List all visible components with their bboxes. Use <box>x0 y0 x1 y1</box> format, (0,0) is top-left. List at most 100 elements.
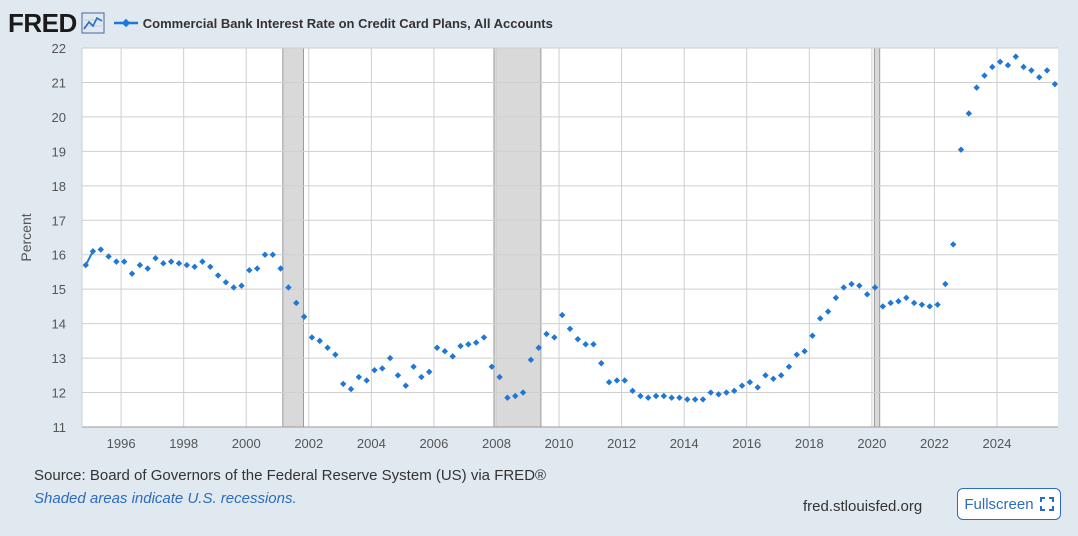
data-point <box>809 332 816 339</box>
data-point <box>645 394 652 401</box>
data-point <box>355 373 363 381</box>
data-point <box>926 303 933 310</box>
data-point <box>496 373 503 381</box>
data-point <box>293 299 300 307</box>
data-point <box>519 389 527 396</box>
data-point <box>308 334 316 341</box>
data-point <box>183 261 190 269</box>
data-point <box>777 372 785 379</box>
data-point <box>551 334 558 341</box>
y-tick-label: 21 <box>52 75 66 90</box>
data-point <box>895 298 902 305</box>
site-link[interactable]: fred.stlouisfed.org <box>803 498 923 515</box>
data-point <box>535 344 542 351</box>
data-point <box>426 368 433 376</box>
data-point <box>918 301 926 308</box>
data-point <box>472 339 480 346</box>
y-tick-label: 11 <box>53 420 67 435</box>
data-point <box>394 372 402 379</box>
y-tick-label: 12 <box>52 386 66 401</box>
data-point <box>97 246 104 253</box>
x-tick-label: 1996 <box>107 436 136 451</box>
data-point <box>1036 74 1043 81</box>
data-point <box>965 110 973 117</box>
chart-header: FRED Commercial Bank Interest Rate on Cr… <box>8 8 553 38</box>
data-point <box>793 351 800 358</box>
fullscreen-button[interactable]: Fullscreen <box>957 488 1061 520</box>
data-point <box>558 311 566 319</box>
source-text: Source: Board of Governors of the Federa… <box>34 467 547 484</box>
y-tick-label: 13 <box>52 351 66 366</box>
data-point <box>82 261 89 269</box>
data-point <box>668 394 675 401</box>
data-point <box>981 72 988 79</box>
data-point <box>934 301 941 308</box>
data-point <box>89 248 97 255</box>
y-tick-label: 17 <box>52 213 66 228</box>
data-point <box>261 251 269 258</box>
series-title: Commercial Bank Interest Rate on Credit … <box>142 15 553 31</box>
data-point <box>410 363 417 370</box>
data-point <box>1043 67 1051 74</box>
data-point <box>222 279 230 286</box>
y-tick-label: 14 <box>52 317 66 332</box>
data-point <box>863 291 871 298</box>
data-point <box>449 353 456 360</box>
data-point <box>676 394 683 401</box>
x-tick-label: 2014 <box>670 436 699 451</box>
data-point <box>105 253 112 260</box>
data-point <box>801 348 808 355</box>
legend: Commercial Bank Interest Rate on Credit … <box>113 16 553 31</box>
data-point <box>167 258 175 265</box>
data-point <box>731 387 738 395</box>
data-point <box>238 282 245 289</box>
data-point <box>285 284 292 291</box>
data-point <box>488 363 495 370</box>
data-point <box>253 265 261 272</box>
data-point <box>1020 63 1027 71</box>
data-series <box>82 53 1059 403</box>
y-tick-label: 22 <box>52 41 66 56</box>
data-point <box>230 284 237 291</box>
y-tick-label: 15 <box>52 282 66 297</box>
data-point <box>590 341 597 348</box>
data-point <box>214 272 222 279</box>
data-point <box>621 377 628 384</box>
data-point <box>871 284 879 291</box>
data-point <box>684 396 691 403</box>
fred-logo[interactable]: FRED <box>8 8 77 38</box>
recession-note: Shaded areas indicate U.S. recessions. <box>34 490 297 507</box>
data-point <box>128 270 136 277</box>
data-point <box>199 258 206 265</box>
data-point <box>856 282 863 289</box>
data-point <box>613 377 621 384</box>
data-point <box>371 366 378 374</box>
x-tick-label: 2024 <box>983 436 1012 451</box>
data-point <box>512 392 519 400</box>
x-tick-label: 2002 <box>294 436 323 451</box>
data-point <box>340 380 347 388</box>
data-point <box>300 313 308 320</box>
fullscreen-icon <box>1039 497 1054 511</box>
data-point <box>566 325 574 333</box>
data-point <box>652 392 660 400</box>
data-point <box>723 389 730 396</box>
recession-band <box>282 47 304 428</box>
data-point <box>121 258 128 265</box>
data-point <box>144 265 151 272</box>
data-point <box>699 396 707 403</box>
data-point <box>973 84 980 91</box>
data-point <box>347 385 355 393</box>
x-tick-label: 2006 <box>419 436 448 451</box>
data-point <box>324 344 331 351</box>
data-point <box>817 315 824 322</box>
data-point <box>386 354 394 362</box>
data-point <box>1028 67 1035 74</box>
data-point <box>887 299 894 307</box>
x-tick-label: 2008 <box>482 436 511 451</box>
data-point <box>715 391 722 398</box>
data-point <box>824 308 832 315</box>
data-point <box>848 280 855 288</box>
data-point <box>770 375 777 382</box>
